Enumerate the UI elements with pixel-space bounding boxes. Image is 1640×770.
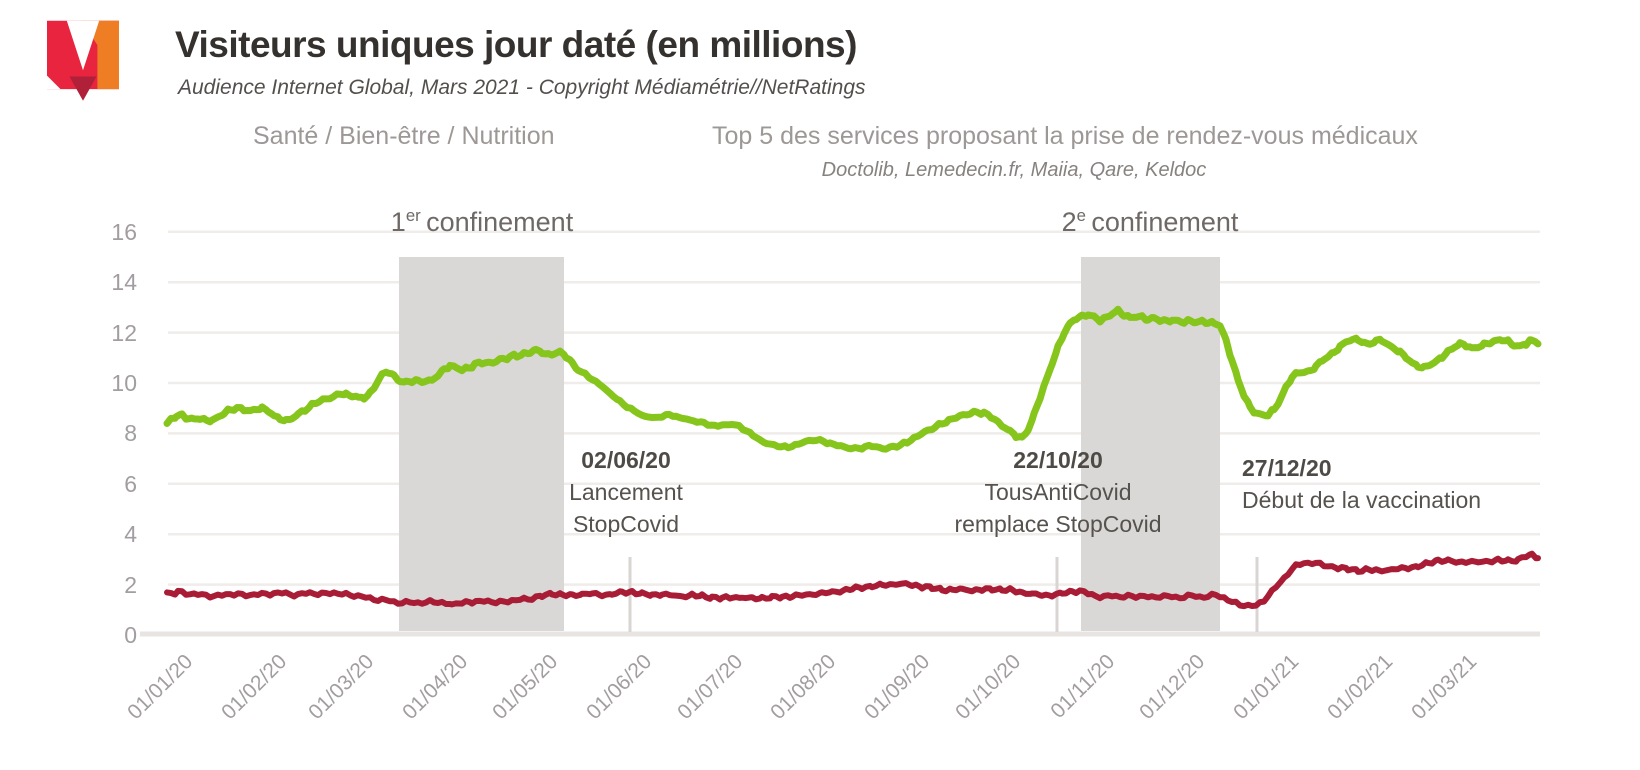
annotation-line: Début de la vaccination — [1242, 487, 1482, 513]
annotation-vaccination-start: 27/12/20 Début de la vaccination — [1242, 452, 1640, 516]
y-axis-label-14: 14 — [111, 269, 137, 296]
band-label-first-lockdown: 1er confinement — [390, 206, 574, 237]
series-line-top5 — [164, 550, 1541, 610]
legend-sublabel-top5-services: Doctolib, Lemedecin.fr, Maiia, Qare, Kel… — [821, 159, 1207, 181]
annotation-line: TousAntiCovid — [984, 479, 1132, 505]
legend-label-sante: Santé / Bien-être / Nutrition — [253, 122, 555, 150]
y-axis-label-16: 16 — [111, 218, 137, 245]
annotation-line: Lancement — [569, 479, 683, 505]
superscript: e — [1076, 206, 1086, 225]
series-line-sante — [163, 305, 1542, 453]
annotation-stopcovid-launch: 02/06/20 Lancement StopCovid — [416, 444, 836, 540]
y-axis-label-8: 8 — [124, 420, 137, 447]
y-axis-label-6: 6 — [124, 470, 137, 497]
annotation-date: 22/10/20 — [1013, 447, 1103, 473]
lockdown-band-1 — [399, 257, 564, 631]
y-axis-label-4: 4 — [124, 521, 137, 548]
annotation-line: StopCovid — [572, 511, 680, 537]
mediametrie-m-icon — [47, 20, 119, 101]
y-axis-label-12: 12 — [111, 319, 137, 346]
page-subtitle: Audience Internet Global, Mars 2021 - Co… — [178, 76, 866, 99]
annotation-line: remplace StopCovid — [954, 511, 1162, 537]
y-axis-label-2: 2 — [124, 571, 137, 598]
y-axis-label-10: 10 — [111, 370, 137, 396]
superscript: er — [405, 206, 421, 225]
band-label-second-lockdown: 2e confinement — [1061, 206, 1239, 237]
annotation-date: 02/06/20 — [581, 447, 671, 473]
annotation-date: 27/12/20 — [1242, 455, 1332, 481]
mediametrie-logo — [47, 20, 119, 101]
page-title: Visiteurs uniques jour daté (en millions… — [175, 24, 857, 65]
legend-label-top5: Top 5 des services proposant la prise de… — [712, 122, 1418, 150]
y-axis-label-0: 0 — [124, 622, 137, 648]
annotation-tousanticovid: 22/10/20 TousAntiCovid remplace StopCovi… — [848, 444, 1268, 540]
